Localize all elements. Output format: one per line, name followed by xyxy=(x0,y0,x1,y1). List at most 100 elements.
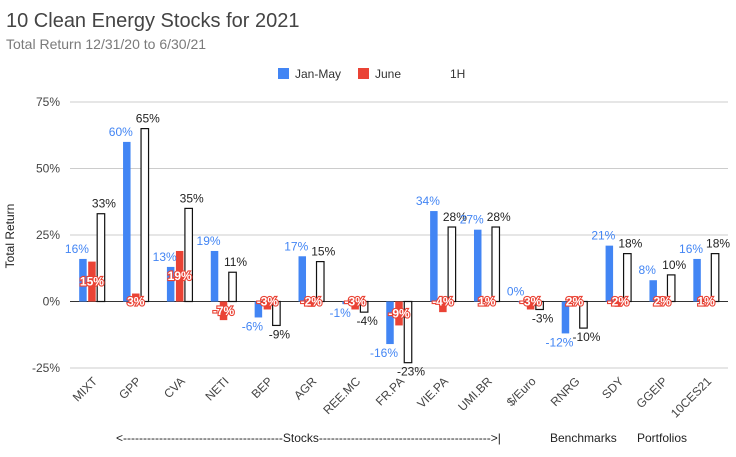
x-tick-label: SDY xyxy=(599,374,626,401)
data-label-1h: 15% xyxy=(311,245,335,259)
data-label-june: 2% xyxy=(566,295,584,309)
legend-swatch xyxy=(278,68,289,79)
legend: Jan-May June 1H xyxy=(278,67,465,81)
bar-june xyxy=(351,301,359,310)
data-label-jan-may: 0% xyxy=(507,285,525,299)
bar-june xyxy=(526,301,535,310)
x-tick-label: $/Euro xyxy=(504,374,539,409)
bar-1h xyxy=(710,253,720,303)
bar-june xyxy=(658,296,666,302)
bar-june xyxy=(263,301,272,310)
bar-june xyxy=(219,301,228,321)
data-label-june: -2% xyxy=(301,295,323,309)
bar-jan-may xyxy=(473,229,482,302)
annotation-benchmarks: Benchmarks xyxy=(550,431,617,445)
y-tick-label: 25% xyxy=(36,228,60,242)
bar-1h xyxy=(228,271,237,303)
legend-swatch xyxy=(358,68,369,79)
data-label-1h: 18% xyxy=(618,237,642,251)
legend-label: Jan-May xyxy=(295,67,341,81)
bar-jan-may xyxy=(123,141,131,302)
bar-june xyxy=(132,293,140,302)
x-tick-label: REE.MC xyxy=(320,374,363,417)
data-label-jan-may: 60% xyxy=(109,125,133,139)
data-label-jan-may: -6% xyxy=(242,319,264,333)
data-label-june: -4% xyxy=(432,295,454,309)
bar-jan-may xyxy=(254,301,263,318)
x-axis-ticks: MIXT GPP CVA NETI BEP AGR REE.MC FR.PA VIE.PA UMI… xyxy=(70,374,715,421)
data-label-june: -3% xyxy=(344,295,366,309)
data-label-1h: -3% xyxy=(532,311,554,325)
x-tick-label: RNRG xyxy=(548,374,583,409)
bar-june xyxy=(702,298,710,302)
bar-june xyxy=(439,301,447,313)
data-label-june: -7% xyxy=(213,304,235,318)
bar-jan-may xyxy=(79,258,87,302)
y-tick-label: 50% xyxy=(36,162,60,176)
data-label-1h: 28% xyxy=(487,210,511,224)
x-tick-label: 10CES21 xyxy=(668,374,714,420)
bar-jan-may xyxy=(298,256,307,302)
data-label-june: -9% xyxy=(388,306,410,320)
bar-1h xyxy=(535,300,544,311)
bar-june xyxy=(570,296,579,302)
data-label-1h: -10% xyxy=(572,330,600,344)
x-tick-label: GPP xyxy=(116,374,144,402)
data-label-jan-may: -12% xyxy=(545,335,573,349)
bar-june xyxy=(88,261,96,302)
bar-1h xyxy=(666,274,676,303)
data-label-1h: 33% xyxy=(92,197,116,211)
bar-jan-may xyxy=(430,211,438,302)
data-label-1h: 10% xyxy=(662,258,686,272)
data-label-june: -2% xyxy=(608,295,630,309)
chart-title: 10 Clean Energy Stocks for 2021 xyxy=(6,10,300,32)
x-tick-label: NETI xyxy=(202,374,231,403)
x-tick-label: VIE.PA xyxy=(414,374,451,411)
y-axis-ticks: 75% 50% 25% 0% -25% xyxy=(32,95,60,375)
bar-jan-may xyxy=(693,258,701,302)
bar-1h xyxy=(272,300,281,327)
data-label-jan-may: -1% xyxy=(329,306,351,320)
bar-jan-may xyxy=(166,266,175,302)
bar-jan-may xyxy=(649,280,657,302)
data-label-jan-may: 13% xyxy=(153,250,177,264)
data-label-june: 3% xyxy=(127,295,145,309)
x-tick-label: CVA xyxy=(161,374,188,401)
data-label-1h: 18% xyxy=(706,237,730,251)
x-tick-label: GGEIP xyxy=(634,374,671,411)
bar-1h xyxy=(359,300,369,313)
x-tick-label: BEP xyxy=(249,374,276,401)
bar-jan-may xyxy=(210,250,219,302)
bar-1h xyxy=(96,213,106,303)
y-tick-label: 75% xyxy=(36,95,60,109)
bar-1h xyxy=(184,207,194,303)
y-tick-label: 0% xyxy=(43,295,61,309)
data-label-june: 1% xyxy=(478,295,496,309)
bar-1h xyxy=(491,226,501,303)
data-label-jan-may: 19% xyxy=(197,234,221,248)
bar-june xyxy=(395,301,403,326)
bar-june xyxy=(307,301,316,307)
annotation-stocks: <---------------------------------------… xyxy=(116,431,501,445)
data-label-june: 15% xyxy=(80,275,104,289)
bar-1h xyxy=(622,253,632,303)
y-tick-label: -25% xyxy=(32,361,60,375)
data-label-jan-may: 8% xyxy=(639,263,657,277)
x-tick-label: MIXT xyxy=(70,374,101,405)
data-label-june: 19% xyxy=(168,269,192,283)
chart-subtitle: Total Return 12/31/20 to 6/30/21 xyxy=(6,36,206,52)
bar-1h xyxy=(315,261,325,303)
data-label-jan-may: 21% xyxy=(591,229,615,243)
x-tick-label: AGR xyxy=(291,374,320,403)
bar-1h xyxy=(403,300,413,364)
data-label-1h: 11% xyxy=(224,255,247,269)
data-label-1h: 28% xyxy=(443,210,467,224)
data-label-1h: -9% xyxy=(269,327,291,341)
bar-jan-may xyxy=(561,301,570,334)
legend-label: 1H xyxy=(450,67,465,81)
bar-june xyxy=(482,298,491,302)
bar-1h xyxy=(140,128,150,303)
data-label-1h: -23% xyxy=(397,365,425,379)
data-label-jan-may: -16% xyxy=(370,346,398,360)
bars xyxy=(79,128,720,364)
